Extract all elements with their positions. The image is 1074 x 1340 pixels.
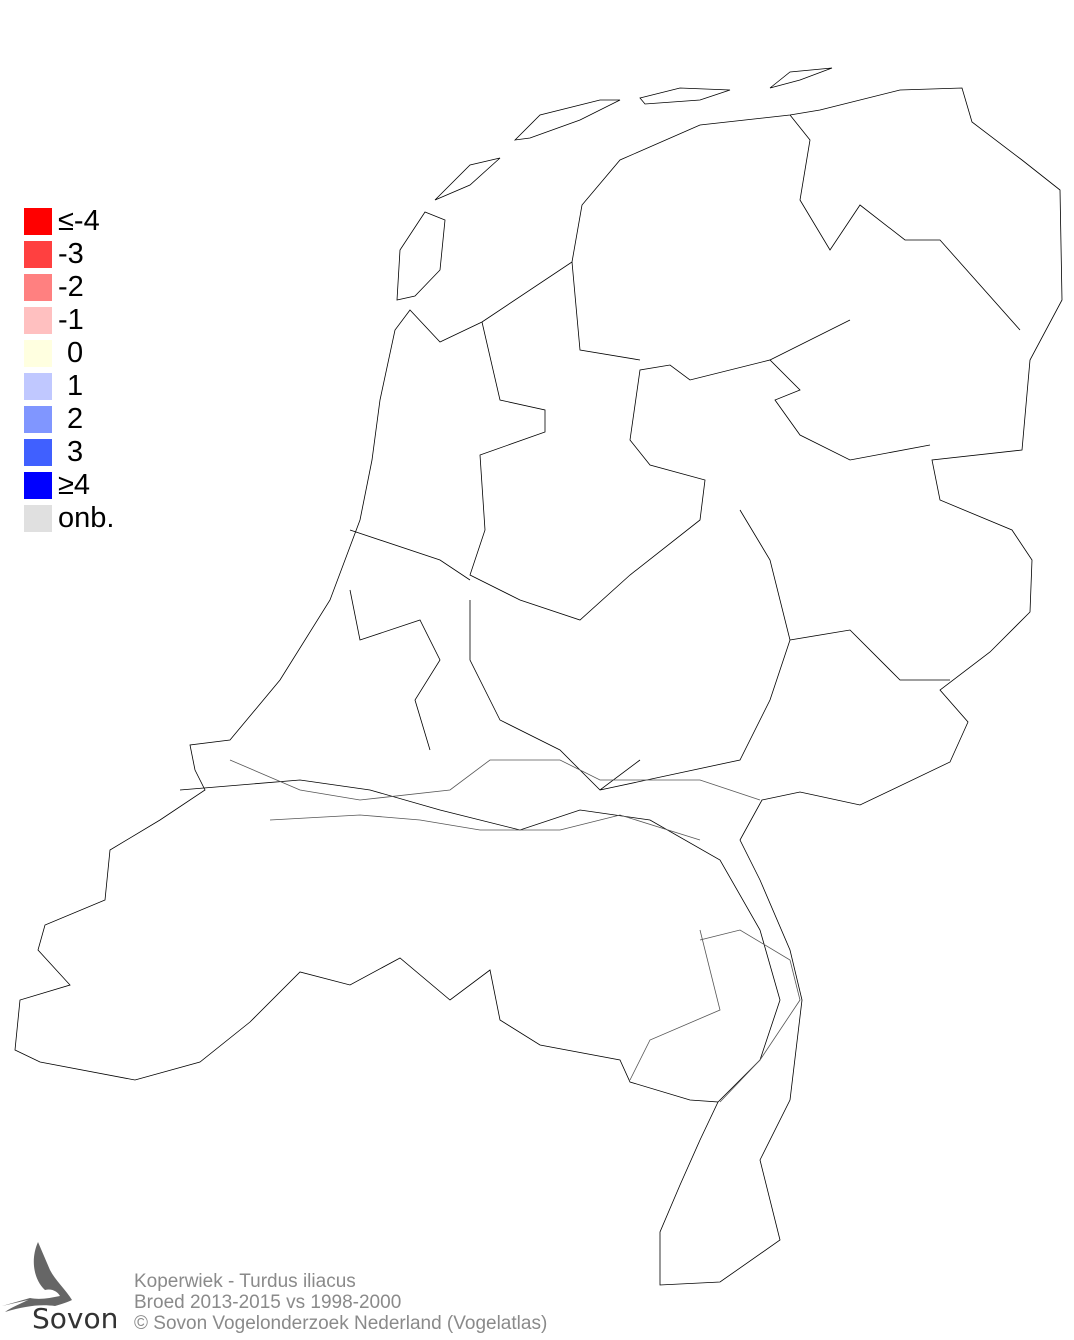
ijsselmeer-shore	[469, 321, 931, 621]
island-schiermonnikoog	[769, 67, 833, 89]
legend-swatch	[24, 472, 52, 499]
legend-label: 2	[67, 403, 84, 435]
legend-item: ≥4	[24, 469, 114, 502]
legend-swatch	[24, 340, 52, 367]
legend-label: 3	[67, 436, 84, 468]
legend-label: -1	[58, 304, 84, 336]
legend-item: 0	[24, 337, 114, 370]
sovon-logo: Sovon	[2, 1242, 118, 1335]
legend-label: -3	[58, 238, 84, 270]
island-ameland	[639, 87, 731, 105]
legend-label: -2	[58, 271, 84, 303]
legend-item: 1	[24, 370, 114, 403]
legend-label: onb.	[58, 502, 115, 534]
caption-species: Koperwiek - Turdus iliacus	[134, 1271, 356, 1292]
caption-period: Broed 2013-2015 vs 1998-2000	[134, 1292, 402, 1313]
map-caption: Koperwiek - Turdus iliacus Broed 2013-20…	[134, 1271, 547, 1334]
caption-copyright: © Sovon Vogelonderzoek Nederland (Vogela…	[134, 1313, 548, 1334]
legend-label: ≥4	[58, 469, 91, 501]
country-outline	[14, 87, 1063, 1286]
legend-swatch	[24, 373, 52, 400]
legend-item: -3	[24, 238, 114, 271]
legend-label: 0	[67, 337, 84, 369]
legend-swatch	[24, 274, 52, 301]
logo-text: Sovon	[32, 1302, 118, 1335]
legend-swatch	[24, 439, 52, 466]
legend-item: -1	[24, 304, 114, 337]
legend: ≤-4 -3 -2 -1 0 1 2 3 ≥4 onb.	[24, 205, 114, 535]
island-texel	[396, 211, 446, 301]
legend-item: onb.	[24, 502, 114, 535]
legend-label: 1	[67, 370, 84, 402]
legend-swatch	[24, 241, 52, 268]
legend-item: 3	[24, 436, 114, 469]
island-terschelling	[513, 99, 621, 141]
province-border	[179, 114, 1021, 1103]
river	[229, 759, 801, 1103]
legend-item: 2	[24, 403, 114, 436]
legend-label: ≤-4	[58, 205, 100, 237]
legend-swatch	[24, 505, 52, 532]
legend-item: -2	[24, 271, 114, 304]
legend-swatch	[24, 307, 52, 334]
legend-swatch	[24, 208, 52, 235]
island-vlieland	[434, 157, 501, 201]
legend-item: ≤-4	[24, 205, 114, 238]
swallow-icon	[2, 1242, 72, 1312]
legend-swatch	[24, 406, 52, 433]
